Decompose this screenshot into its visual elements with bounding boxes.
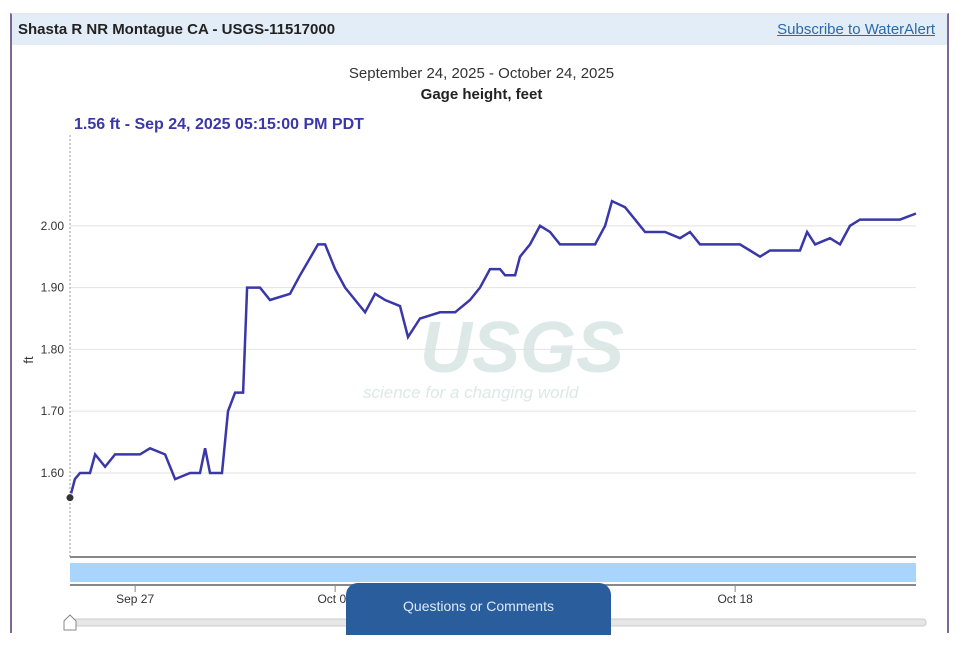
- x-tick-label: Oct 04: [317, 592, 353, 606]
- navigator-band[interactable]: [70, 563, 916, 582]
- y-axis-label: ft: [21, 356, 36, 364]
- hover-tooltip: 1.56 ft - Sep 24, 2025 05:15:00 PM PDT: [74, 116, 364, 133]
- y-tick-label: 1.60: [41, 466, 65, 480]
- gage-height-line: [68, 199, 917, 499]
- y-tick-label: 1.80: [41, 342, 65, 356]
- site-title: Shasta R NR Montague CA - USGS-11517000: [18, 21, 336, 38]
- hydrograph-panel: [10, 13, 949, 633]
- x-tick-label: Oct 18: [717, 592, 753, 606]
- usgs-watermark-tagline: science for a changing world: [363, 383, 579, 402]
- panel-header: [12, 14, 947, 45]
- usgs-watermark-logo: USGS: [420, 308, 624, 388]
- chart-date-range: September 24, 2025 - October 24, 2025: [348, 65, 615, 82]
- chart-parameter: Gage height, feet: [420, 86, 543, 103]
- y-tick-label: 2.00: [41, 219, 65, 233]
- x-tick-label: Sep 27: [116, 592, 154, 606]
- y-tick-label: 1.90: [41, 281, 65, 295]
- scrollbar-handle[interactable]: [63, 614, 77, 631]
- questions-comments-button[interactable]: Questions or Comments: [346, 583, 611, 635]
- subscribe-wateralert-link[interactable]: Subscribe to WaterAlert: [777, 21, 935, 38]
- y-tick-label: 1.70: [41, 404, 65, 418]
- hover-point-marker: [65, 493, 75, 503]
